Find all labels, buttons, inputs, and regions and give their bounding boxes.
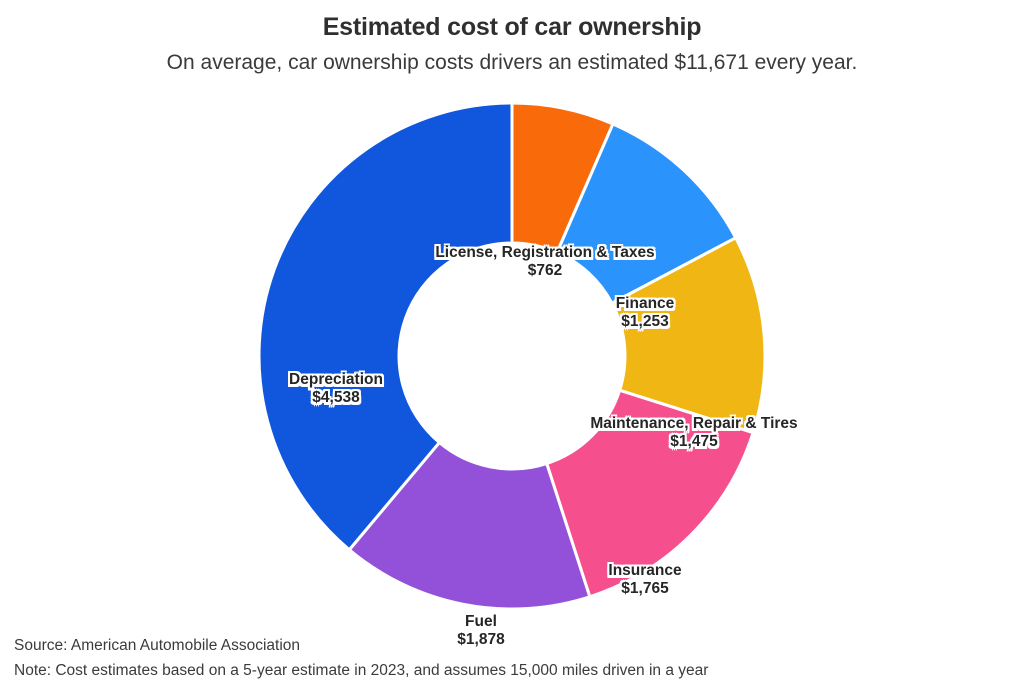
donut-slice-group xyxy=(257,101,767,611)
chart-footer: Source: American Automobile Association … xyxy=(14,633,1010,683)
donut-slice[interactable] xyxy=(347,441,592,611)
methodology-note: Note: Cost estimates based on a 5-year e… xyxy=(14,662,709,679)
donut-slice[interactable] xyxy=(545,388,755,599)
donut-chart: License, Registration & Taxes $762 Finance… xyxy=(0,90,1024,648)
page-title: Estimated cost of car ownership xyxy=(322,13,702,41)
donut-slice[interactable] xyxy=(257,101,514,552)
chart-header: Estimated cost of car ownership On avera… xyxy=(0,10,1024,78)
donut-chart-svg xyxy=(257,101,767,611)
source-note: Source: American Automobile Association xyxy=(14,637,301,654)
donut-slice[interactable] xyxy=(610,236,767,435)
chart-subtitle: On average, car ownership costs drivers … xyxy=(166,51,858,74)
